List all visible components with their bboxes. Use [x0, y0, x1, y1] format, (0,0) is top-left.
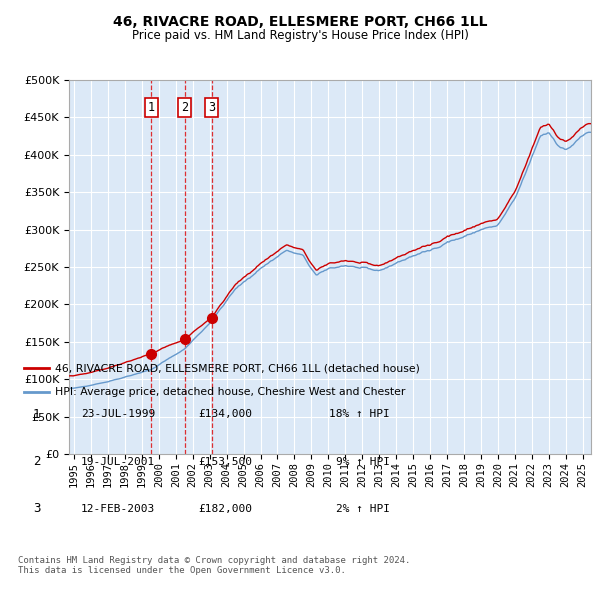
Text: £153,500: £153,500: [198, 457, 252, 467]
Text: 9% ↑ HPI: 9% ↑ HPI: [336, 457, 390, 467]
Text: 12-FEB-2003: 12-FEB-2003: [81, 504, 155, 514]
Text: £182,000: £182,000: [198, 504, 252, 514]
Text: 1: 1: [33, 408, 40, 421]
Text: 23-JUL-1999: 23-JUL-1999: [81, 409, 155, 419]
Text: 19-JUL-2001: 19-JUL-2001: [81, 457, 155, 467]
Text: 3: 3: [33, 502, 40, 516]
Text: 2: 2: [33, 455, 40, 468]
Text: 46, RIVACRE ROAD, ELLESMERE PORT, CH66 1LL: 46, RIVACRE ROAD, ELLESMERE PORT, CH66 1…: [113, 15, 487, 29]
Text: 3: 3: [208, 101, 215, 114]
Text: 18% ↑ HPI: 18% ↑ HPI: [329, 409, 390, 419]
Text: Price paid vs. HM Land Registry's House Price Index (HPI): Price paid vs. HM Land Registry's House …: [131, 30, 469, 42]
Text: 46, RIVACRE ROAD, ELLESMERE PORT, CH66 1LL (detached house): 46, RIVACRE ROAD, ELLESMERE PORT, CH66 1…: [55, 363, 419, 373]
Text: 1: 1: [148, 101, 155, 114]
Text: 2: 2: [181, 101, 188, 114]
Text: 2% ↑ HPI: 2% ↑ HPI: [336, 504, 390, 514]
Text: Contains HM Land Registry data © Crown copyright and database right 2024.
This d: Contains HM Land Registry data © Crown c…: [18, 556, 410, 575]
Text: £134,000: £134,000: [198, 409, 252, 419]
Text: HPI: Average price, detached house, Cheshire West and Chester: HPI: Average price, detached house, Ches…: [55, 386, 405, 396]
